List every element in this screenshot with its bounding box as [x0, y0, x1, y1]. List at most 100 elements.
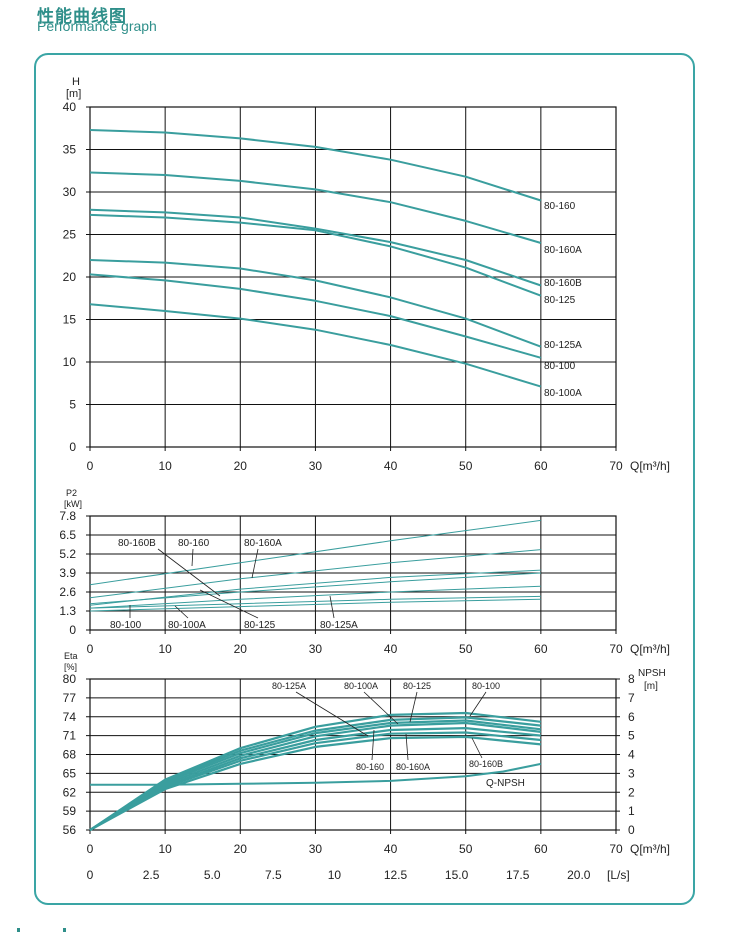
x-tick-label: 60 — [534, 642, 548, 656]
series-line-80-160 — [89, 727, 542, 831]
leader-line — [157, 548, 221, 597]
y2-tick-label: 6 — [628, 710, 635, 724]
y-axis-unit: [kW] — [64, 499, 82, 509]
series-label: 80-125A — [272, 681, 306, 691]
leader-line — [469, 691, 487, 717]
x2-tick-label: 7.5 — [265, 868, 282, 882]
series-line-80-125 — [89, 719, 542, 831]
series-line-80-160A — [89, 171, 542, 244]
series-label: 80-160 — [178, 538, 210, 549]
x-tick-label: 60 — [534, 842, 548, 856]
series-line-80-160A — [89, 549, 541, 599]
series-label: 80-125 — [403, 681, 431, 691]
leader-line — [471, 737, 483, 759]
x2-tick-label: 15.0 — [445, 868, 469, 882]
x-tick-label: 70 — [609, 842, 623, 856]
y-tick-label: 5 — [69, 398, 76, 412]
npsh-label: Q-NPSH — [486, 778, 525, 789]
y2-axis-unit: [m] — [644, 681, 658, 692]
y-tick-label: 74 — [63, 710, 77, 724]
series-label: 80-125 — [244, 620, 276, 631]
x2-tick-label: 10 — [328, 868, 342, 882]
decor-dot — [63, 928, 66, 932]
y-tick-label: 35 — [63, 143, 77, 157]
y-axis-title: H — [72, 76, 80, 88]
x-tick-label: 30 — [309, 642, 323, 656]
x2-axis-label: [L/s] — [607, 868, 630, 882]
series-line-80-160 — [89, 129, 542, 202]
y-axis-title: P2 — [66, 488, 77, 498]
x-tick-label: 20 — [234, 459, 248, 473]
leader-line — [251, 548, 259, 579]
x2-tick-label: 2.5 — [143, 868, 160, 882]
series-label: 80-100A — [344, 681, 378, 691]
y-tick-label: 15 — [63, 313, 77, 327]
x-tick-label: 70 — [609, 459, 623, 473]
x-axis-label: Q[m³/h] — [630, 642, 670, 656]
leader-line — [174, 605, 189, 619]
series-line-80-125 — [89, 572, 541, 605]
series-label: 80-100 — [544, 361, 576, 372]
x-tick-label: 60 — [534, 459, 548, 473]
series-line-80-100A — [89, 598, 541, 612]
series-line-80-160 — [89, 519, 541, 586]
x2-tick-label: 12.5 — [384, 868, 408, 882]
y-axis-unit: [m] — [66, 88, 81, 100]
y-tick-label: 2.6 — [59, 585, 76, 599]
y-tick-label: 1.3 — [59, 604, 76, 618]
y2-tick-label: 1 — [628, 804, 635, 818]
y-tick-label: 20 — [63, 270, 77, 284]
page-title-en: Performance graph — [37, 18, 157, 34]
x-tick-label: 10 — [158, 459, 172, 473]
y-tick-label: 10 — [63, 355, 77, 369]
series-label: 80-160B — [544, 278, 582, 289]
series-line-80-100A — [89, 716, 542, 831]
y-tick-label: 68 — [63, 748, 77, 762]
y2-tick-label: 7 — [628, 691, 635, 705]
series-label: 80-160A — [396, 762, 430, 772]
series-line-80-125A — [89, 585, 541, 609]
y-tick-label: 40 — [63, 100, 77, 114]
leader-line — [329, 595, 335, 619]
leader-line — [363, 691, 399, 725]
y-tick-label: 25 — [63, 228, 77, 242]
y2-tick-label: 4 — [628, 748, 635, 762]
series-line-80-125A — [89, 711, 542, 831]
series-line-80-160B — [89, 735, 542, 831]
series-line-80-125 — [89, 213, 542, 297]
y-tick-label: 59 — [63, 804, 77, 818]
y-tick-label: 0 — [69, 440, 76, 454]
chart-frame — [34, 53, 695, 905]
series-label: 80-160 — [356, 762, 384, 772]
y-tick-label: 0 — [69, 623, 76, 637]
decor-dot — [17, 928, 20, 932]
x2-tick-label: 5.0 — [204, 868, 221, 882]
series-label: 80-100A — [168, 620, 206, 631]
y-tick-label: 30 — [63, 185, 77, 199]
x-tick-label: 50 — [459, 642, 473, 656]
y-tick-label: 77 — [63, 691, 77, 705]
x-tick-label: 40 — [384, 642, 398, 656]
x-tick-label: 30 — [309, 842, 323, 856]
x-axis-label: Q[m³/h] — [630, 459, 670, 473]
x-axis-label: Q[m³/h] — [630, 842, 670, 856]
series-label: 80-125A — [544, 340, 582, 351]
y-tick-label: 3.9 — [59, 566, 76, 580]
y2-tick-label: 2 — [628, 785, 635, 799]
y-tick-label: 7.8 — [59, 509, 76, 523]
x-tick-label: 20 — [234, 842, 248, 856]
series-label: 80-125A — [320, 620, 358, 631]
series-label: 80-100A — [544, 388, 582, 399]
y-tick-label: 71 — [63, 729, 77, 743]
leader-line — [191, 548, 194, 567]
x-tick-label: 0 — [87, 642, 94, 656]
x-tick-label: 40 — [384, 459, 398, 473]
series-line-80-160B — [89, 569, 541, 606]
series-label: 80-160B — [118, 538, 156, 549]
series-label: 80-100 — [472, 681, 500, 691]
x-tick-label: 10 — [158, 842, 172, 856]
leader-line — [409, 691, 418, 723]
x2-tick-label: 17.5 — [506, 868, 530, 882]
series-line-80-160A — [89, 731, 542, 831]
